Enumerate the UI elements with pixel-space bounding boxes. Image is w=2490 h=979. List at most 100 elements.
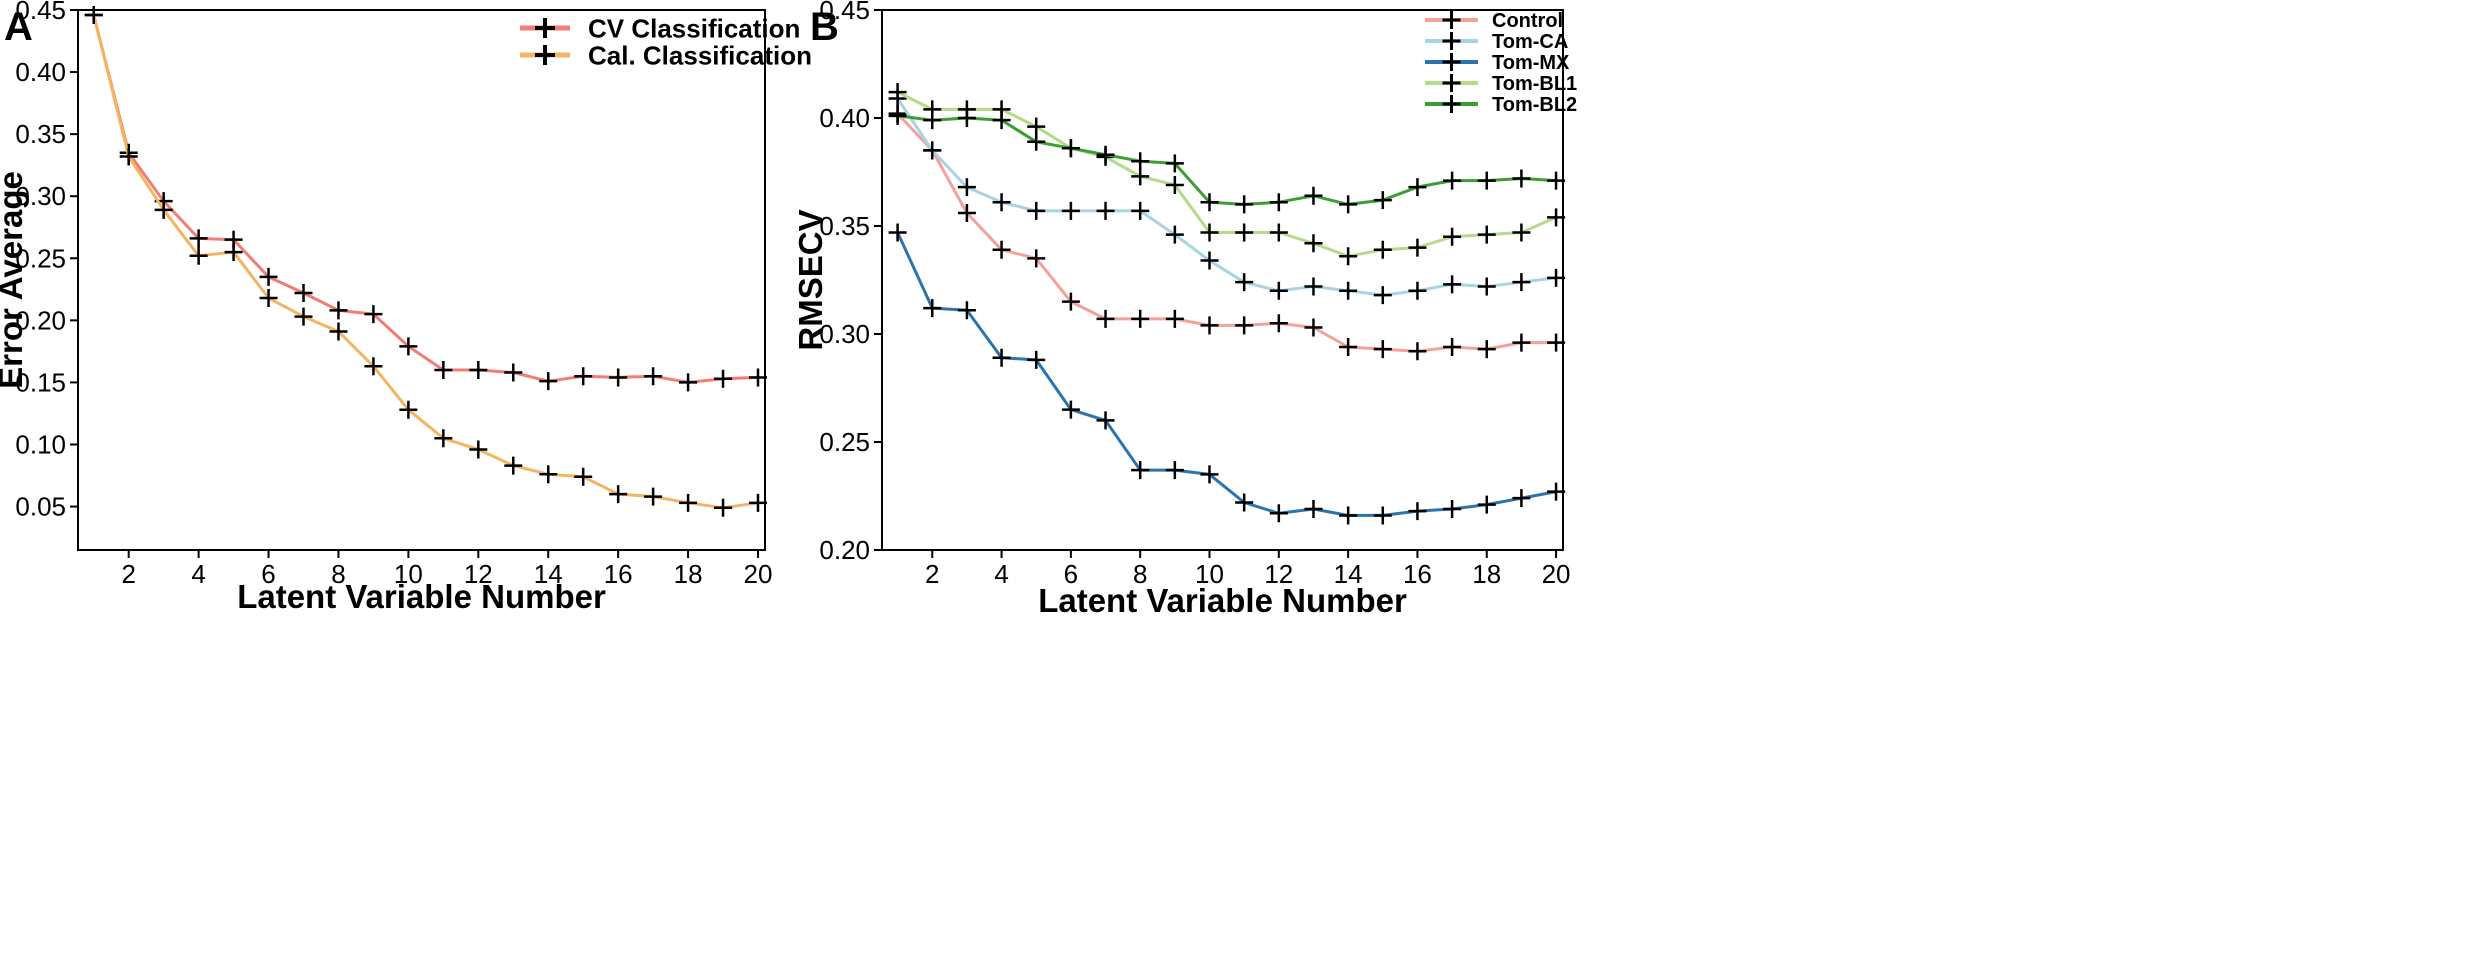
y-tick-label: 0.20 [15,305,66,335]
x-tick-label: 8 [331,559,345,589]
data-point [1477,340,1496,359]
data-point [1304,234,1323,253]
legend-marker [1442,74,1461,92]
legend-label: Tom-MX [1492,52,1570,74]
data-point [957,204,976,223]
y-tick-label: 0.45 [15,0,66,25]
series-line [896,90,1557,258]
data-point [1200,223,1219,242]
data-point [992,111,1011,130]
x-axis-label: Latent Variable Number [237,578,606,615]
data-point [119,147,138,166]
y-axis-label: RMSECV [792,209,829,350]
data-point [1443,275,1462,294]
data-point [1477,495,1496,514]
data-point [1131,309,1150,328]
data-point [1512,489,1531,508]
data-point [399,400,418,419]
data-point [1165,461,1184,480]
data-point [1061,400,1080,419]
legend-marker [1442,53,1461,71]
data-point [992,240,1011,259]
data-point [434,361,453,379]
data-point [1027,117,1046,136]
plot-frame [77,9,766,551]
data-point [1027,249,1046,268]
data-point [1165,225,1184,244]
panel-letter: B [810,5,839,49]
data-point [644,487,663,506]
data-point [574,467,593,486]
x-tick-label: 16 [604,559,633,589]
data-point [1304,318,1323,337]
data-point [888,83,907,102]
data-point [992,193,1011,212]
series-tom-mx [888,223,1566,525]
data-point [679,493,698,512]
data-point [1235,316,1254,335]
data-point [1096,309,1115,328]
x-tick-label: 2 [121,559,135,589]
y-tick-label: 0.25 [15,243,66,273]
x-axis-label: Latent Variable Number [1038,582,1407,619]
data-point [1200,193,1219,212]
plot-frame [881,9,1564,551]
y-tick-label: 0.20 [819,535,870,565]
y-tick-label: 0.40 [15,57,66,87]
data-point [1131,461,1150,480]
legend-label: CV Classification [588,13,800,43]
panel-a: 2 4 6 8 10 12 14 16 18 20 0.05 0.10 0.15 0.20 0.25 0.30… [0,0,812,615]
data-point [1408,502,1427,521]
data-point [1269,223,1288,242]
y-tick-label: 0.40 [819,103,870,133]
data-point [1096,201,1115,220]
data-point [1443,227,1462,246]
data-point [1547,208,1566,227]
data-point [1061,292,1080,311]
x-tick-label: 8 [1133,559,1147,589]
x-tick-label: 14 [1334,559,1363,589]
data-point [1408,342,1427,361]
data-point [329,322,348,341]
data-point [1131,201,1150,220]
data-point [1373,506,1392,525]
data-point [434,429,453,448]
data-point [1131,152,1150,171]
data-point [1200,251,1219,270]
x-tick-label: 10 [1195,559,1224,589]
data-point [679,373,698,392]
y-tick-label: 0.15 [15,367,66,397]
x-tick-label: 6 [261,559,275,589]
data-point [714,498,733,517]
data-point [1339,281,1358,300]
data-point [399,337,418,356]
legend-label: Cal. Classification [588,40,812,70]
series-line [896,231,1557,517]
data-point [1512,333,1531,352]
data-point [1477,225,1496,244]
series-line [92,14,759,510]
data-point [1235,223,1254,242]
y-axis-label: Error Average [0,171,29,389]
data-point [1339,195,1358,214]
x-tick-label: 6 [1064,559,1078,589]
y-tick-label: 0.30 [819,319,870,349]
legend-label: Control [1492,10,1563,32]
data-point [84,5,103,24]
data-point [1512,223,1531,242]
data-point [1200,316,1219,335]
data-point [957,301,976,320]
y-tick-label: 0.30 [15,181,66,211]
data-point [888,223,907,242]
data-point [1547,268,1566,287]
data-point [1027,132,1046,151]
x-tick-label: 12 [1264,559,1293,589]
data-point [1373,191,1392,210]
x-tick-label: 10 [394,559,423,589]
x-tick-label: 20 [744,559,773,589]
data-point [1165,154,1184,173]
data-point [1443,171,1462,190]
data-point [469,440,488,459]
